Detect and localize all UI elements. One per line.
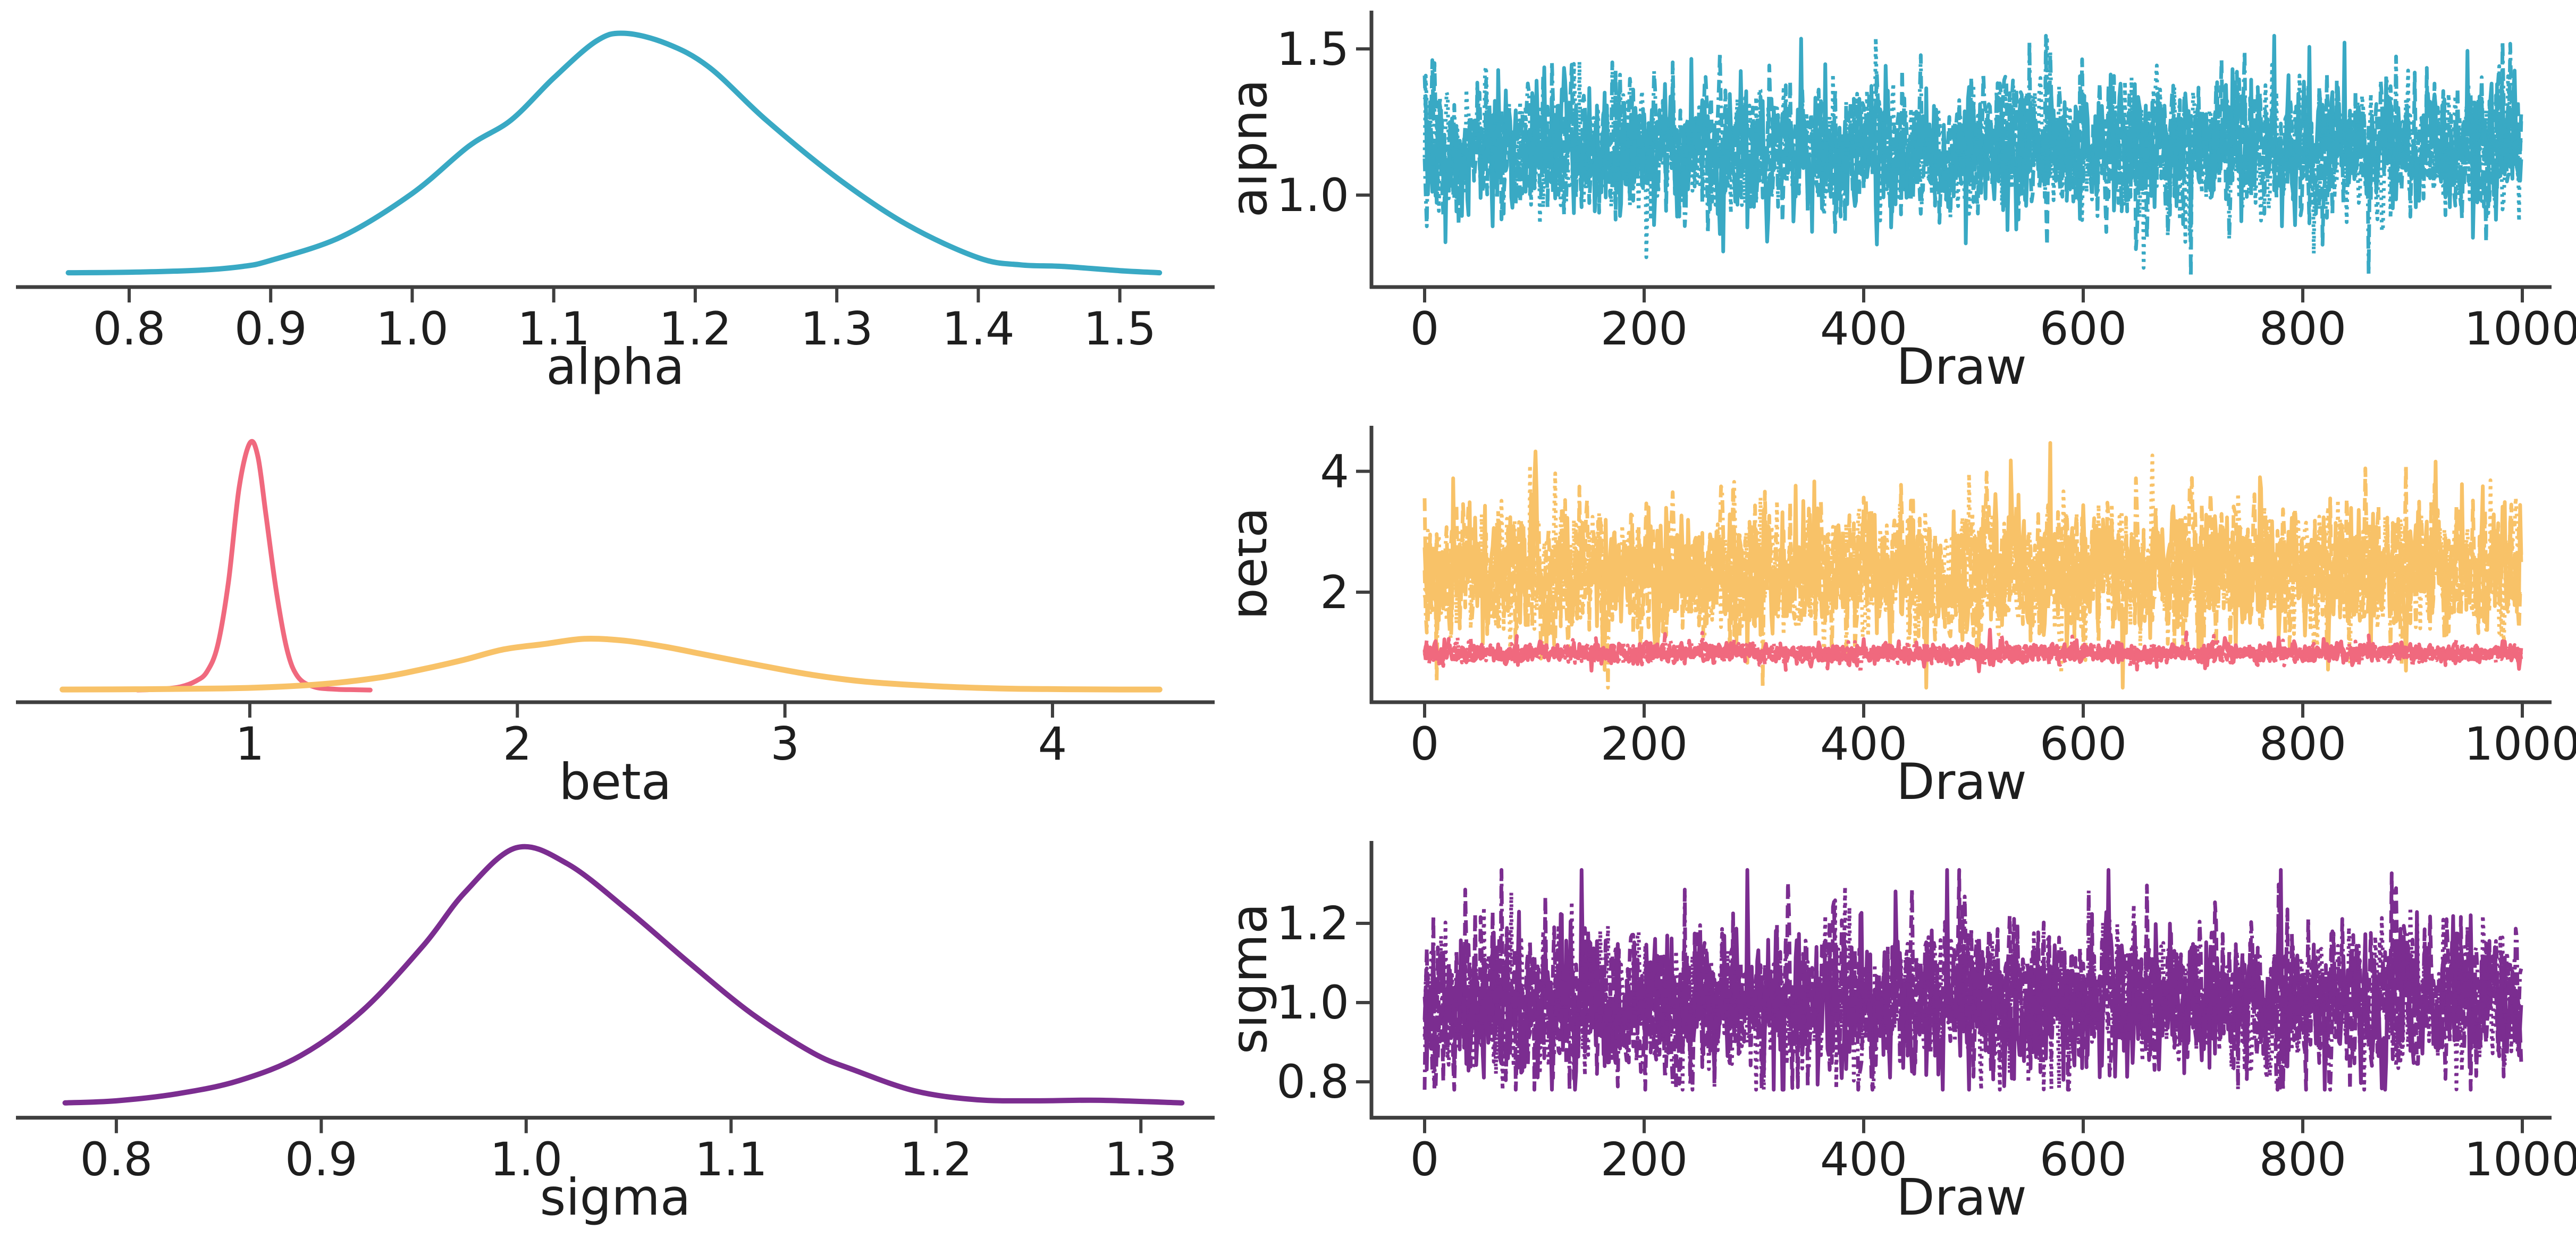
- x-tick-label: 1000: [2464, 718, 2576, 771]
- x-tick-label: 0: [1410, 1133, 1439, 1186]
- x-tick-label: 1.0: [376, 302, 449, 356]
- trace-line: [1422, 868, 2523, 1092]
- x-tick-label: 600: [2040, 1133, 2127, 1186]
- x-tick-label: 0.9: [234, 302, 307, 356]
- y-tick-label: 0.8: [1276, 1056, 1349, 1109]
- kde-curve: [65, 30, 1163, 276]
- x-tick-label: 400: [1820, 1133, 1907, 1186]
- x-tick-label: 800: [2259, 302, 2346, 356]
- x-tick-label: 2: [503, 718, 532, 771]
- beta-trace-chart: 0 200 400 600 800 1000 2 4 Draw beta: [1239, 426, 2576, 811]
- x-tick-label: 0.8: [80, 1133, 153, 1186]
- y-axis-label: beta: [1239, 507, 1278, 620]
- panel-sigma-density: 0.8 0.9 1.0 1.1 1.2 1.3 sigma: [0, 830, 1239, 1246]
- x-tick-label: 200: [1601, 718, 1688, 771]
- kde-curve: [62, 844, 1185, 1106]
- panel-alpha-density: 0.8 0.9 1.0 1.1 1.2 1.3 1.4 1.5 alpha: [0, 0, 1239, 415]
- x-tick-label: 800: [2259, 1133, 2346, 1186]
- trace-line: [1422, 33, 2523, 279]
- x-tick-label: 1000: [2464, 1133, 2576, 1186]
- x-tick-label: 1.3: [1105, 1133, 1177, 1186]
- x-tick-label: 1.2: [659, 302, 732, 356]
- x-tick-label: 600: [2040, 718, 2127, 771]
- y-axis-label: sigma: [1239, 903, 1278, 1054]
- sigma-trace-chart: 0 200 400 600 800 1000 0.8 1.0 1.2 Draw sigma: [1239, 841, 2576, 1227]
- alpha-density-chart: 0.8 0.9 1.0 1.1 1.2 1.3 1.4 1.5 alpha: [16, 30, 1215, 396]
- panel-sigma-trace: 0 200 400 600 800 1000 0.8 1.0 1.2 Draw sigma: [1239, 830, 2576, 1246]
- x-tick-label: 1.5: [1083, 302, 1156, 356]
- x-tick-label: 1: [235, 718, 265, 771]
- x-tick-label: 200: [1601, 302, 1688, 356]
- x-axis-label: Draw: [1896, 753, 2027, 811]
- y-tick-label: 1.0: [1276, 976, 1349, 1030]
- x-axis-label: Draw: [1896, 1169, 2026, 1227]
- panel-beta-density: 1 2 3 4 beta: [0, 415, 1239, 830]
- x-tick-label: 0: [1410, 718, 1439, 771]
- x-tick-label: 1.0: [490, 1133, 562, 1186]
- alpha-trace-chart: 0 200 400 600 800 1000 1.0 1.5 Draw alpha: [1239, 11, 2576, 396]
- x-tick-label: 0.9: [285, 1133, 358, 1186]
- panel-alpha-trace: 0 200 400 600 800 1000 1.0 1.5 Draw alpha: [1239, 0, 2576, 415]
- x-axis-label: beta: [559, 753, 672, 811]
- x-tick-label: 1.4: [942, 302, 1015, 356]
- x-axis-label: sigma: [540, 1169, 691, 1227]
- y-tick-label: 4: [1320, 445, 1349, 499]
- x-axis-label: alpha: [546, 338, 685, 396]
- x-tick-label: 1.2: [899, 1133, 972, 1186]
- panel-beta-trace: 0 200 400 600 800 1000 2 4 Draw beta: [1239, 415, 2576, 830]
- x-axis-label: Draw: [1896, 338, 2027, 396]
- beta-density-chart: 1 2 3 4 beta: [16, 439, 1215, 811]
- x-tick-label: 1.3: [801, 302, 873, 356]
- trace-line: [1422, 632, 2523, 671]
- x-tick-label: 0.8: [93, 302, 166, 356]
- x-tick-label: 1.1: [517, 302, 590, 356]
- y-tick-label: 1.2: [1276, 897, 1349, 950]
- y-tick-label: 1.5: [1276, 23, 1349, 76]
- x-tick-label: 3: [770, 718, 799, 771]
- y-axis-label: alpha: [1239, 79, 1278, 218]
- x-tick-label: 600: [2040, 302, 2127, 356]
- x-tick-label: 0: [1410, 302, 1439, 356]
- x-tick-label: 1000: [2464, 302, 2576, 356]
- x-tick-label: 400: [1820, 302, 1907, 356]
- x-tick-label: 4: [1038, 718, 1067, 771]
- x-tick-label: 800: [2259, 718, 2346, 771]
- x-tick-label: 200: [1601, 1133, 1688, 1186]
- kde-curve: [135, 439, 373, 693]
- y-tick-label: 2: [1320, 566, 1349, 619]
- kde-curve: [60, 635, 1163, 693]
- y-tick-label: 1.0: [1276, 169, 1349, 222]
- x-tick-label: 1.1: [695, 1133, 768, 1186]
- x-tick-label: 400: [1820, 718, 1907, 771]
- sigma-density-chart: 0.8 0.9 1.0 1.1 1.2 1.3 sigma: [16, 844, 1215, 1227]
